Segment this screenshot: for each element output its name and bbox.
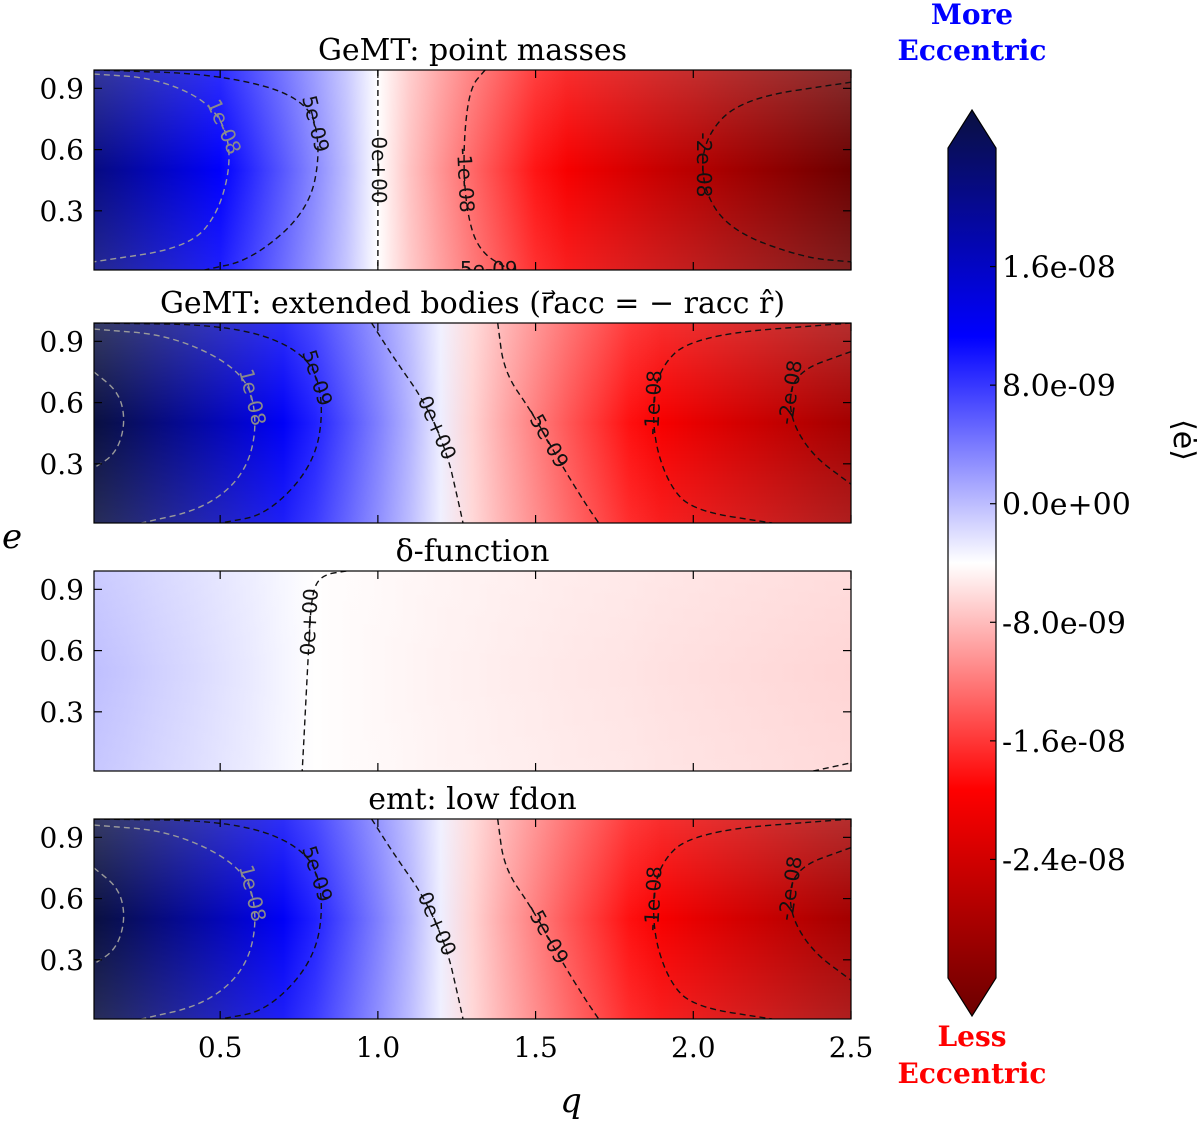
contour-1e-08 — [94, 824, 256, 1019]
x-tick-label: 2.5 — [829, 1031, 874, 1064]
x-tick-label: 1.5 — [513, 1031, 558, 1064]
panel-title: GeMT: point masses — [318, 33, 627, 68]
contour-label: -5e-09 — [453, 257, 518, 281]
y-tick-label: 0.9 — [39, 573, 84, 606]
colorbar-top-line2: Eccentric — [898, 34, 1047, 67]
contour-1e-08 — [94, 73, 230, 263]
colorbar-tick-label: 1.6e-08 — [1002, 251, 1116, 286]
x-axis-label: q — [560, 1081, 582, 1121]
y-tick-label: 0.3 — [39, 448, 84, 481]
colorbar-bottom-line2: Eccentric — [898, 1057, 1047, 1090]
colorbar-label: ⟨ė⟩ — [1166, 419, 1200, 461]
colorbar: 1.6e-08 8.0e-09 0.0e+00 -8.0e-09 -1.6e-08 -2.… — [898, 0, 1200, 1090]
contour-5e-09 — [94, 70, 319, 270]
colorbar-top-line1: More — [931, 0, 1013, 31]
contour--5e-09 — [497, 819, 600, 1019]
contour--1e-08 — [463, 70, 511, 270]
contour-label: -2e-08 — [692, 132, 716, 197]
panel-title: GeMT: extended bodies (r⃗acc = − racc r̂… — [160, 286, 785, 321]
colorbar-tick-label: -1.6e-08 — [1002, 725, 1126, 760]
y-axis-label: e — [2, 517, 22, 557]
y-tick-label: 0.6 — [39, 134, 84, 167]
colorbar-bottom-line1: Less — [937, 1020, 1006, 1053]
y-tick-label: 0.6 — [39, 635, 84, 668]
colorbar-body — [947, 108, 997, 1018]
x-tick-label: 2.0 — [671, 1031, 716, 1064]
contour-label: 0e+00 — [367, 136, 391, 203]
colorbar-tick-label: 0.0e+00 — [1002, 488, 1131, 523]
contour-5e-09 — [94, 323, 323, 523]
panel-3: 0e+00 δ-function 0.9 0.6 0.3 — [39, 534, 852, 772]
y-tick-label: 0.9 — [39, 325, 84, 358]
contour-label: -1e-08 — [639, 866, 666, 932]
y-tick-label: 0.3 — [39, 195, 84, 228]
panel-frame — [93, 570, 852, 772]
panel-frame — [93, 69, 852, 271]
panel-frame — [93, 322, 852, 524]
colorbar-tick-label: -2.4e-08 — [1002, 843, 1126, 878]
contour-label: -1e-08 — [639, 370, 666, 436]
colorbar-tick-label: -8.0e-09 — [1002, 606, 1126, 641]
x-tick-label: 0.5 — [198, 1031, 243, 1064]
panel-title: δ-function — [396, 534, 550, 569]
y-tick-label: 0.6 — [39, 883, 84, 916]
contour--1e-08 — [652, 819, 851, 1019]
contour--5e-09 — [497, 323, 600, 523]
panel-title: emt: low fdon — [368, 782, 576, 817]
y-tick-label: 0.9 — [39, 72, 84, 105]
y-tick-label: 0.3 — [39, 696, 84, 729]
contour-label: 0e+00 — [295, 588, 323, 656]
contour-1e-08 — [94, 328, 256, 523]
y-tick-label: 0.6 — [39, 387, 84, 420]
y-tick-label: 0.3 — [39, 944, 84, 977]
x-tick-label: 1.0 — [356, 1031, 401, 1064]
colorbar-tick-label: 8.0e-09 — [1002, 369, 1116, 404]
contour-5e-09 — [94, 819, 323, 1019]
contour-label: -1e-08 — [452, 147, 479, 213]
contour--1e-08 — [652, 323, 851, 523]
contour-0e+00 — [301, 571, 347, 771]
panel-frame — [93, 818, 852, 1020]
y-tick-label: 0.9 — [39, 821, 84, 854]
contour--2e-08 — [702, 81, 851, 263]
